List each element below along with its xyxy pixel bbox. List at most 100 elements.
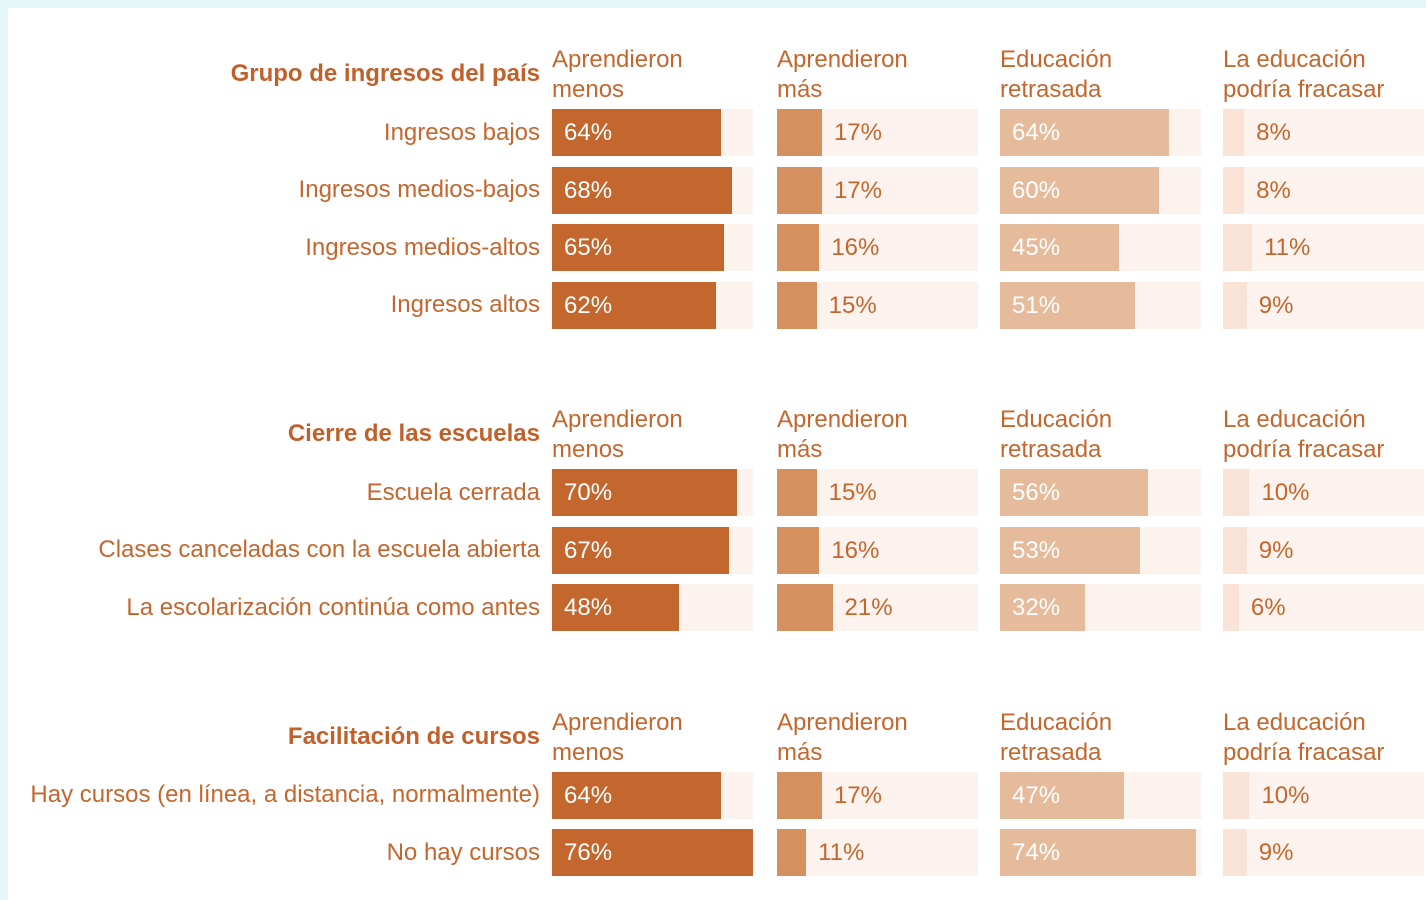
bar-track	[1223, 281, 1424, 329]
column-header: La educación podría fracasar	[1223, 708, 1385, 766]
bar	[1223, 281, 1247, 329]
bar	[777, 469, 817, 516]
bar	[1000, 829, 1196, 876]
value-label: 48%	[564, 594, 613, 621]
bar	[552, 281, 716, 329]
bar	[1000, 584, 1085, 631]
bar	[552, 109, 722, 156]
group-title: Cierre de las escuelas	[287, 420, 540, 447]
bar-track	[1223, 584, 1424, 631]
column-header: Aprendieron menos	[552, 708, 683, 766]
group-title: Grupo de ingresos del país	[230, 60, 540, 87]
category-label: Ingresos altos	[390, 291, 540, 318]
bar	[1000, 281, 1135, 329]
category-label: Ingresos bajos	[383, 118, 540, 146]
bar	[1223, 166, 1245, 214]
bar	[1000, 109, 1170, 156]
bar	[1000, 771, 1125, 819]
value-label: 15%	[828, 291, 877, 319]
value-label: 21%	[844, 594, 893, 621]
bar	[777, 109, 822, 156]
value-label: 60%	[1012, 176, 1061, 204]
column-header: Educación retrasada	[1000, 406, 1113, 463]
column-header: La educación podría fracasar	[1223, 406, 1385, 463]
bar	[552, 469, 738, 516]
category-label: Ingresos medios-bajos	[298, 176, 540, 203]
value-label: 64%	[1012, 119, 1061, 146]
bar	[777, 771, 822, 819]
column-header: Aprendieron más	[777, 406, 908, 463]
bar	[552, 829, 753, 876]
bar	[552, 526, 730, 574]
category-label: Escuela cerrada	[366, 478, 540, 506]
bar	[1223, 829, 1247, 876]
bar	[777, 224, 820, 271]
bar	[1223, 771, 1250, 819]
value-label: 11%	[1264, 234, 1311, 261]
column-header: Aprendieron más	[777, 46, 908, 103]
value-label: 15%	[828, 479, 877, 506]
bar-track	[1223, 469, 1424, 516]
bar	[1223, 584, 1239, 631]
chart-panel: Grupo de ingresos del país Aprendieron me…	[8, 8, 1426, 900]
bar-track	[1223, 224, 1424, 271]
value-label: 67%	[564, 536, 613, 564]
value-label: 9%	[1258, 536, 1294, 564]
value-label: 53%	[1012, 536, 1061, 564]
bar	[1223, 526, 1247, 574]
value-label: 51%	[1012, 291, 1061, 319]
value-label: 8%	[1256, 176, 1291, 204]
category-label: No hay cursos	[386, 838, 540, 866]
bar	[777, 526, 820, 574]
value-label: 45%	[1012, 234, 1061, 261]
column-header: Educación retrasada	[1000, 708, 1113, 766]
column-header: Aprendieron menos	[552, 46, 683, 103]
bar	[1223, 224, 1253, 271]
bar	[777, 166, 822, 214]
value-label: 10%	[1261, 479, 1310, 506]
bar	[777, 829, 807, 876]
bar	[1000, 166, 1159, 214]
bar	[1223, 109, 1245, 156]
group-title: Facilitación de cursos	[287, 722, 540, 750]
bar	[552, 166, 732, 214]
value-label: 68%	[564, 176, 613, 204]
value-label: 62%	[564, 291, 613, 319]
bar-track	[777, 829, 978, 876]
value-label: 64%	[564, 119, 613, 146]
value-label: 74%	[1012, 839, 1061, 866]
value-label: 65%	[564, 234, 613, 261]
value-label: 64%	[564, 781, 613, 809]
category-label: Ingresos medios-altos	[305, 233, 540, 261]
value-label: 17%	[833, 781, 882, 809]
value-label: 16%	[831, 536, 880, 564]
value-label: 56%	[1012, 479, 1061, 506]
value-label: 70%	[564, 479, 613, 506]
bar-track	[1223, 829, 1424, 876]
bar-track	[1223, 771, 1424, 819]
value-label: 17%	[833, 119, 882, 146]
bar	[1000, 469, 1149, 516]
bar	[552, 771, 722, 819]
value-label: 16%	[831, 234, 880, 261]
bar-track	[1223, 166, 1424, 214]
bar	[777, 584, 833, 631]
bar-track	[1223, 109, 1424, 156]
column-header: Aprendieron menos	[552, 406, 683, 463]
value-label: 11%	[818, 839, 865, 866]
value-label: 76%	[564, 839, 613, 866]
bar	[552, 224, 724, 271]
value-label: 47%	[1012, 781, 1061, 809]
column-header: La educación podría fracasar	[1223, 46, 1385, 103]
value-label: 6%	[1250, 594, 1286, 621]
bar	[1000, 526, 1141, 574]
category-label: Clases canceladas con la escuela abierta	[98, 536, 540, 563]
bar	[777, 281, 817, 329]
column-header: Aprendieron más	[777, 708, 908, 766]
value-label: 10%	[1261, 781, 1310, 809]
bar-track	[1223, 526, 1424, 574]
category-label: La escolarización continúa como antes	[126, 593, 540, 621]
value-label: 9%	[1258, 291, 1294, 319]
value-label: 9%	[1258, 839, 1294, 866]
value-label: 8%	[1256, 119, 1291, 146]
